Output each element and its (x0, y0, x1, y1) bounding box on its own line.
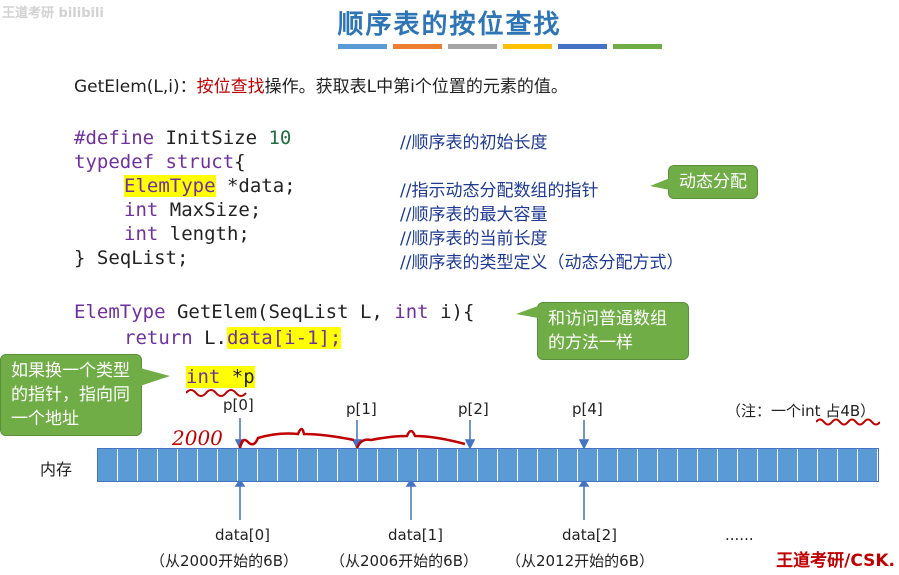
data-label-0: data[0] (215, 526, 271, 544)
memory-cell (338, 449, 358, 481)
code-line-5: } SeqList; (74, 247, 189, 269)
memory-strip (97, 448, 879, 482)
memory-cell (258, 449, 278, 481)
callout-same-tail (516, 306, 538, 318)
intro-line: GetElem(L,i)：按位查找操作。获取表L中第i个位置的元素的值。 (74, 72, 568, 97)
func-body: return L.data[i-1]; (124, 327, 342, 349)
memory-cell (158, 449, 178, 481)
pointer-label-2: p[2] (458, 400, 489, 418)
title-bar-1 (393, 44, 442, 49)
memory-label: 内存 (40, 460, 73, 479)
comment-2: //指示动态分配数组的指针 (400, 181, 599, 201)
title-bar-0 (338, 44, 387, 49)
title-bar-3 (503, 44, 552, 49)
memory-cell (378, 449, 398, 481)
memory-cell (698, 449, 718, 481)
data-label-2: data[2] (562, 526, 618, 544)
code-line-2: ElemType *data; (124, 175, 296, 197)
memory-cell (118, 449, 138, 481)
memory-cell (578, 449, 598, 481)
callout-pointer-type: 如果换一个类型的指针，指向同一个地址 (0, 354, 142, 436)
memory-cell (538, 449, 558, 481)
memory-cell (398, 449, 418, 481)
callout-dynamic: 动态分配 (668, 165, 758, 199)
comment-0: //顺序表的初始长度 (400, 133, 548, 153)
title-bar-4 (558, 44, 607, 49)
callout-dynamic-tail (650, 178, 670, 190)
comment-5: //顺序表的类型定义（动态分配方式） (400, 253, 684, 273)
memory-cell (638, 449, 658, 481)
memory-cell (838, 449, 858, 481)
int-pointer-decl: int *p (186, 366, 255, 388)
memory-cell (218, 449, 238, 481)
memory-cell (178, 449, 198, 481)
memory-cell (658, 449, 678, 481)
comment-4: //顺序表的当前长度 (400, 229, 548, 249)
page-title: 顺序表的按位查找 (337, 10, 562, 40)
comment-3: //顺序表的最大容量 (400, 205, 548, 225)
memory-cell (138, 449, 158, 481)
memory-cell (738, 449, 758, 481)
memory-cell (798, 449, 818, 481)
int-underline-scribble (186, 389, 247, 397)
memory-cell (358, 449, 378, 481)
memory-cell (278, 449, 298, 481)
callout-same-as-array: 和访问普通数组的方法一样 (537, 302, 689, 360)
pointer-label-4: p[4] (572, 400, 603, 418)
memory-cell (558, 449, 578, 481)
pointer-label-0: p[0] (223, 396, 254, 414)
title-bar-5 (613, 44, 662, 49)
memory-cell (298, 449, 318, 481)
data-label-1: data[1] (388, 526, 444, 544)
memory-cell (318, 449, 338, 481)
brand-signature: 王道考研/CSK. (776, 551, 895, 571)
title-color-bars (338, 44, 662, 49)
intro-prefix: GetElem(L,i)： (74, 77, 197, 97)
memory-cell (458, 449, 478, 481)
memory-cell (478, 449, 498, 481)
code-line-0: #define InitSize 10 (74, 127, 292, 149)
pointer-label-1: p[1] (346, 400, 377, 418)
memory-cell (718, 449, 738, 481)
note-underline-scribble (816, 418, 880, 426)
title-bar-2 (448, 44, 497, 49)
memory-cell (198, 449, 218, 481)
note-int-size: （注：一个int 占4B） (726, 402, 876, 420)
data-desc-1: （从2006开始的6B） (330, 552, 479, 570)
memory-cell (778, 449, 798, 481)
intro-suffix: 操作。获取表L中第i个位置的元素的值。 (264, 77, 568, 97)
memory-cell (618, 449, 638, 481)
callout-pointer-tail (140, 368, 170, 386)
memory-cell (758, 449, 778, 481)
memory-cell (418, 449, 438, 481)
code-line-1: typedef struct{ (74, 151, 246, 173)
memory-cell (438, 449, 458, 481)
data-label-more: ...... (725, 526, 754, 544)
memory-cell (858, 449, 878, 481)
data-desc-2: （从2012开始的6B） (506, 552, 655, 570)
func-signature: ElemType GetElem(SeqList L, int i){ (74, 301, 475, 323)
data-desc-0: （从2000开始的6B） (150, 552, 299, 570)
handwritten-address: 2000 (172, 426, 223, 450)
intro-highlight: 按位查找 (196, 77, 265, 97)
code-line-4: int length; (124, 223, 250, 245)
watermark: 王道考研 bilibili (2, 6, 104, 21)
memory-cell (598, 449, 618, 481)
memory-cell (678, 449, 698, 481)
memory-cell (238, 449, 258, 481)
code-line-3: int MaxSize; (124, 199, 262, 221)
memory-cell (518, 449, 538, 481)
memory-cell (818, 449, 838, 481)
memory-cell (98, 449, 118, 481)
memory-cell (498, 449, 518, 481)
